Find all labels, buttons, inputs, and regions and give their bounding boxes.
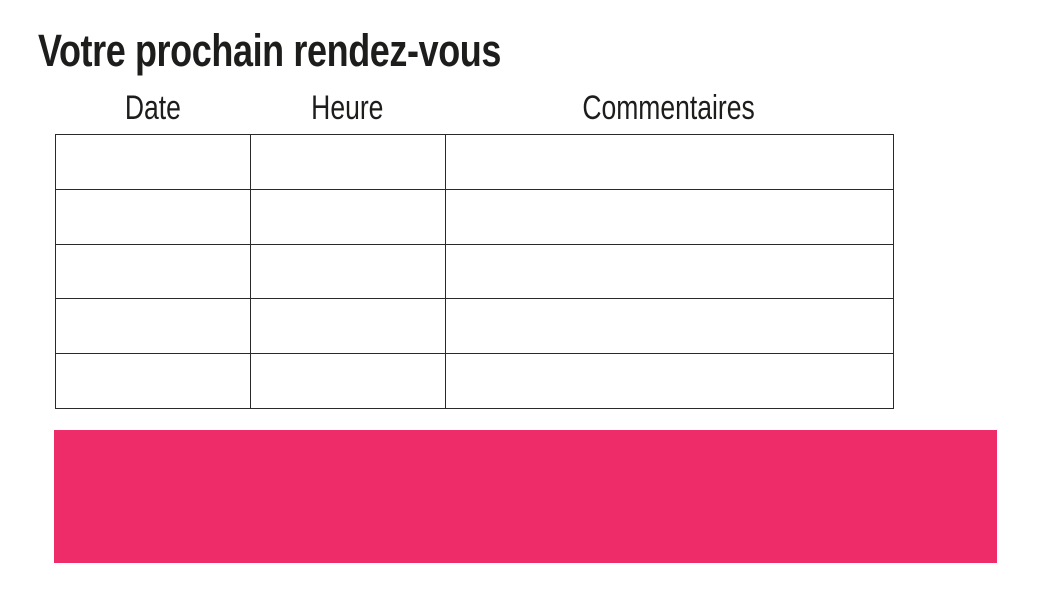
table-cell (250, 353, 446, 409)
appointments-table-body (55, 134, 894, 409)
table-cell (445, 298, 894, 355)
table-cell (55, 298, 251, 355)
table-row (55, 353, 894, 409)
table-cell (55, 134, 251, 190)
table-row (55, 243, 894, 300)
table-cell (55, 188, 251, 245)
table-row (55, 134, 894, 190)
appointments-table (55, 134, 894, 409)
table-row (55, 188, 894, 245)
footer-band (54, 430, 997, 563)
table-cell (445, 134, 894, 190)
table-cell (250, 243, 446, 300)
table-cell (445, 188, 894, 245)
table-header-row: Date Heure Commentaires (55, 88, 893, 128)
table-cell (445, 353, 894, 409)
table-cell (445, 243, 894, 300)
table-cell (55, 353, 251, 409)
table-cell (250, 298, 446, 355)
table-row (55, 298, 894, 355)
table-cell (250, 188, 446, 245)
column-header-heure: Heure (311, 89, 384, 127)
table-cell (55, 243, 251, 300)
column-header-commentaires: Commentaires (582, 89, 756, 127)
page-title: Votre prochain rendez-vous (38, 25, 502, 76)
column-header-date: Date (124, 89, 181, 127)
table-cell (250, 134, 446, 190)
